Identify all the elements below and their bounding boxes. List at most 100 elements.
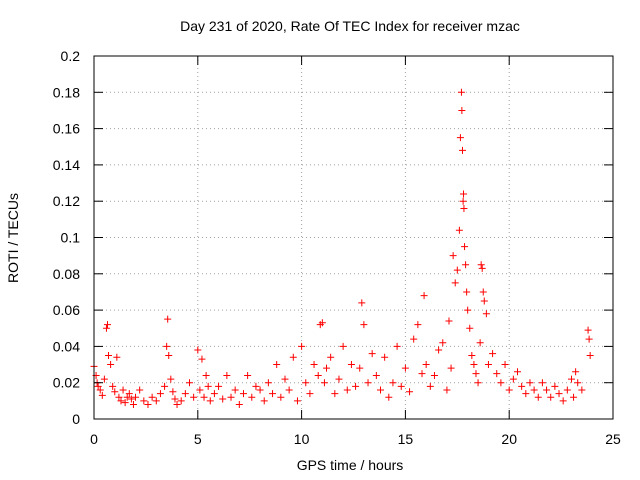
data-point (140, 397, 148, 405)
data-point (185, 379, 193, 387)
data-point (219, 395, 227, 403)
data-point (410, 335, 418, 343)
data-point (323, 364, 331, 372)
data-point (327, 353, 335, 361)
data-point (277, 393, 285, 401)
data-point (526, 379, 534, 387)
data-point (584, 326, 592, 334)
data-point (476, 339, 484, 347)
data-point (372, 371, 380, 379)
data-point (420, 292, 428, 300)
data-point (389, 379, 397, 387)
data-point (559, 397, 567, 405)
data-point (477, 261, 485, 269)
data-point (202, 371, 210, 379)
data-point (347, 361, 355, 369)
data-point (210, 390, 218, 398)
data-point (484, 361, 492, 369)
data-point (173, 400, 181, 408)
y-tick-label: 0.14 (53, 157, 80, 173)
data-point (422, 361, 430, 369)
data-point (478, 264, 486, 272)
data-point (479, 288, 487, 296)
data-point (163, 342, 171, 350)
data-point (171, 395, 179, 403)
data-point (393, 342, 401, 350)
data-point (464, 306, 472, 314)
data-point (453, 266, 461, 274)
data-point (426, 382, 434, 390)
data-point (530, 386, 538, 394)
data-point (585, 335, 593, 343)
data-point (113, 353, 121, 361)
data-point (462, 261, 470, 269)
data-point (343, 386, 351, 394)
data-point (401, 364, 409, 372)
data-point (463, 288, 471, 296)
y-tick-label: 0.02 (53, 375, 80, 391)
data-point (534, 393, 542, 401)
data-point (381, 353, 389, 361)
data-point (260, 397, 268, 405)
data-point (177, 397, 185, 405)
data-point (132, 393, 140, 401)
data-point (493, 370, 501, 378)
x-tick-label: 5 (194, 431, 202, 447)
data-point (119, 386, 127, 394)
data-point (100, 375, 108, 383)
data-point (445, 317, 453, 325)
data-point (435, 346, 443, 354)
data-point (320, 379, 328, 387)
data-point (111, 388, 119, 396)
data-point (335, 375, 343, 383)
data-point (509, 375, 517, 383)
data-point (460, 190, 468, 198)
data-point (457, 88, 465, 96)
data-point (256, 386, 264, 394)
data-point (501, 361, 509, 369)
data-point (302, 379, 310, 387)
data-point (586, 351, 594, 359)
data-point (360, 321, 368, 329)
data-point (482, 310, 490, 318)
data-point (455, 226, 463, 234)
y-tick-label: 0 (72, 411, 80, 427)
data-point (127, 395, 135, 403)
data-point (264, 379, 272, 387)
data-point (459, 197, 467, 205)
data-point (252, 382, 260, 390)
data-point (352, 382, 360, 390)
data-point (466, 324, 474, 332)
data-point (239, 390, 247, 398)
data-point (449, 252, 457, 260)
data-point (376, 386, 384, 394)
data-point (451, 279, 459, 287)
data-point (480, 297, 488, 305)
data-point (567, 375, 575, 383)
data-point (439, 339, 447, 347)
y-tick-label: 0.2 (61, 48, 81, 64)
data-point (161, 382, 169, 390)
data-point (397, 382, 405, 390)
data-point (117, 397, 125, 405)
data-point (538, 379, 546, 387)
data-point (121, 399, 129, 407)
data-point (136, 386, 144, 394)
data-point (96, 386, 104, 394)
data-point (204, 382, 212, 390)
data-point (418, 370, 426, 378)
x-tick-label: 25 (605, 431, 621, 447)
data-point (470, 361, 478, 369)
data-point (190, 393, 198, 401)
data-point (206, 397, 214, 405)
data-point (497, 379, 505, 387)
data-point (461, 243, 469, 251)
data-point (578, 386, 586, 394)
data-point (551, 382, 559, 390)
data-point (125, 390, 133, 398)
data-point (555, 390, 563, 398)
data-point (547, 393, 555, 401)
data-point (156, 390, 164, 398)
data-point (103, 321, 111, 329)
